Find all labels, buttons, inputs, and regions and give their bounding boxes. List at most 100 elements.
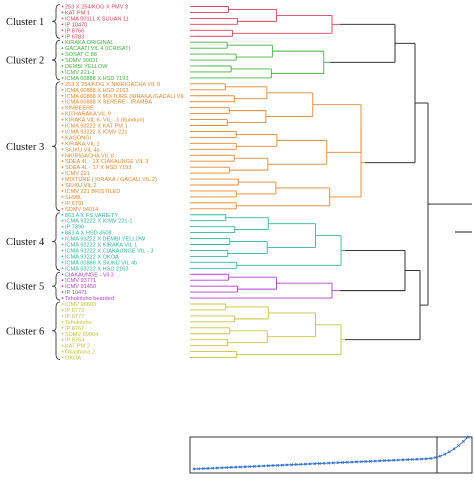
inset-point — [266, 464, 270, 468]
leaf-marker — [61, 285, 64, 288]
inset-point — [341, 461, 345, 464]
leaf-marker — [61, 106, 64, 109]
leaf-label: ICMV 93771 — [65, 278, 96, 284]
leaf-marker — [61, 148, 64, 151]
leaf-marker — [61, 243, 64, 246]
cluster-bracket — [51, 212, 61, 271]
inset-point — [345, 460, 349, 464]
leaf-marker — [61, 11, 64, 14]
leaf-label: Tsholotsho bearded — [65, 296, 114, 302]
leaf-label: IP 7390 — [65, 225, 84, 231]
inset-point — [285, 463, 289, 467]
cluster-bracket — [51, 81, 61, 212]
inset-point — [429, 456, 433, 460]
leaf-label: ICMA 93222 X ICMV 221 — [65, 129, 128, 135]
leaf-label: CIAKAUNGE - Vil 3 — [65, 272, 114, 278]
leaf-marker — [61, 17, 64, 20]
leaf-marker — [61, 136, 64, 139]
leaf-label: KAGONGI — [65, 135, 92, 141]
inset-curve — [430, 457, 436, 459]
leaf-label: NKIRIGACHA VIL 8 — [65, 153, 114, 159]
leaf-label: ICMA 93222 X ICMV 221-1 — [65, 219, 132, 225]
leaf-marker — [61, 344, 64, 347]
leaf-marker — [61, 237, 64, 240]
leaf-marker — [61, 255, 64, 258]
leaf-marker — [61, 53, 64, 55]
leaf-marker — [61, 47, 64, 50]
leaf-label: ICMV 221-1 — [65, 70, 95, 76]
leaf-label: ICMA 00888 X SERERE - IRAMBA — [65, 100, 152, 106]
leaf-label: KIRAKA VIL 6- VIL - 1 (Itunduni) — [65, 118, 145, 124]
leaf-label: 863 A X HSD 3508 — [65, 231, 112, 237]
cluster-bracket — [51, 301, 61, 360]
root-tree — [330, 23, 472, 341]
leaf-label: OKOA — [65, 356, 81, 362]
inset-point — [197, 467, 201, 471]
leaf-marker — [61, 315, 64, 317]
leaf-marker — [61, 59, 64, 61]
leaf-marker — [61, 160, 64, 163]
inset-point — [410, 457, 414, 461]
leaf-label: ICMA 93222 X DEMBI YELLOW — [65, 237, 146, 243]
inset-point — [424, 457, 428, 461]
leaf-label: MIXTURE ( KIRAKA / GACALI VIL 2) — [65, 177, 157, 183]
inset-point — [201, 467, 205, 471]
leaf-marker — [61, 309, 64, 311]
leaf-label: ICMV 96603 — [65, 302, 96, 308]
leaf-marker — [61, 273, 64, 276]
leaf-label: GACAATI VIL 4 (ICRISAT) — [65, 46, 131, 52]
leaf-label: SDEA 4L - 1X CIAKAUNGE VIL 3 — [65, 159, 148, 165]
leaf-label: KIRAKA VIL 1 — [65, 141, 100, 147]
inset-point — [401, 458, 405, 462]
leaf-marker — [61, 332, 64, 335]
leaf-marker — [61, 207, 64, 210]
leaf-label: IP 8777 — [65, 314, 84, 320]
leaf-label: IP 10470 — [65, 22, 87, 28]
inset-point — [220, 466, 224, 470]
leaf-marker — [61, 201, 64, 204]
leaf-label: KAT PM 2 — [65, 344, 90, 350]
cluster-label: Cluster 5 — [6, 282, 44, 293]
inset-point — [276, 463, 280, 467]
leaf-marker — [61, 23, 64, 26]
leaf-marker — [61, 65, 64, 67]
leaf-marker — [61, 225, 64, 228]
cluster-label: Cluster 3 — [6, 142, 44, 153]
leaf-label: ICMA 93222 X KAT PM 1 — [65, 124, 128, 130]
leaf-marker — [61, 231, 64, 234]
inset-point — [225, 466, 228, 470]
leaf-label: SDEA 4L - 17 X HSD 7193 — [65, 165, 131, 171]
leaf-marker — [61, 297, 64, 299]
leaf-marker — [61, 29, 64, 32]
leaf-label: KAT PM 1 — [65, 10, 90, 16]
cluster-bracket — [51, 271, 61, 301]
leaf-label: ICMA 93222 X HSD 2163 — [65, 266, 128, 272]
cluster-bracket — [51, 4, 61, 39]
leaf-marker — [61, 249, 64, 252]
inset-plot — [189, 435, 473, 474]
leaf-marker — [61, 35, 64, 38]
inset-point — [280, 463, 284, 467]
leaf-marker — [61, 184, 64, 186]
inset-point — [211, 466, 215, 470]
leaf-marker — [61, 178, 64, 180]
leaf-marker — [61, 291, 64, 293]
inset-point — [355, 460, 359, 464]
inset-point — [206, 466, 210, 470]
leaf-marker — [61, 5, 64, 8]
leaf-marker — [61, 172, 64, 175]
leaf-marker — [61, 88, 64, 91]
leaf-label: ICMA 93222 X OKOA — [65, 254, 119, 260]
leaf-label: SOSAT C 88 — [65, 52, 97, 58]
leaf-marker — [61, 267, 64, 270]
cluster-label: Cluster 4 — [6, 237, 45, 248]
leaf-marker — [61, 94, 64, 97]
inset-point — [271, 464, 275, 468]
leaf-label: IP 8766 — [65, 28, 84, 34]
leaf-marker — [61, 154, 64, 157]
